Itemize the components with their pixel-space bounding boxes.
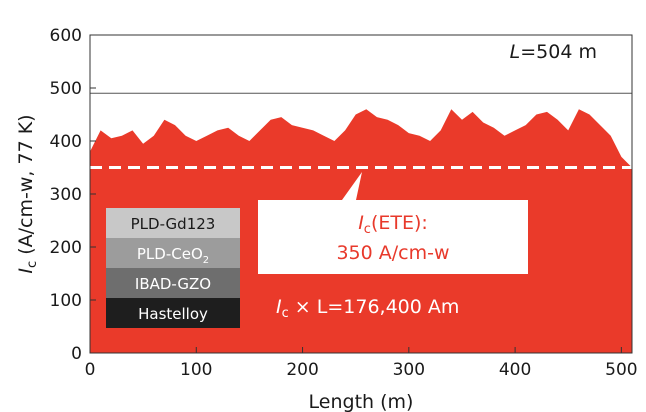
ete-callout-box (258, 172, 528, 274)
x-axis-ticks: 0 100 200 300 400 500 (85, 347, 638, 380)
y-tick-label: 300 (50, 185, 82, 205)
y-axis-title: Ic (A/cm-w, 77 K) (15, 114, 40, 273)
y-tick-label: 500 (50, 79, 82, 99)
length-label: L=504 m (510, 41, 597, 63)
layer-block (106, 268, 240, 298)
y-tick-label: 0 (71, 344, 82, 364)
layer-label: Hastelloy (138, 305, 208, 323)
y-axis-ticks: 0 100 200 300 400 500 600 (50, 26, 96, 364)
x-axis-title: Length (m) (309, 391, 414, 412)
x-tick-label: 500 (605, 360, 637, 380)
x-tick-label: 0 (85, 360, 96, 380)
product-label: Ic × L=176,400 Am (276, 296, 459, 321)
x-tick-label: 200 (286, 360, 318, 380)
y-tick-label: 200 (50, 238, 82, 258)
layer-label: PLD-Gd123 (131, 215, 216, 233)
x-tick-label: 100 (180, 360, 212, 380)
ete-label-line1: Ic(ETE): (358, 212, 428, 237)
ete-label-line2: 350 A/cm-w (336, 242, 449, 264)
layer-stack: PLD-Gd123 PLD-CeO2 IBAD-GZO Hastelloy (106, 208, 240, 328)
y-tick-label: 100 (50, 291, 82, 311)
y-tick-label: 400 (50, 132, 82, 152)
layer-block (106, 298, 240, 328)
layer-block (106, 208, 240, 238)
layer-block (106, 238, 240, 268)
x-tick-label: 300 (393, 360, 425, 380)
layer-label: PLD-CeO2 (137, 245, 209, 266)
x-tick-label: 400 (499, 360, 531, 380)
layer-label: IBAD-GZO (135, 275, 211, 293)
y-tick-label: 600 (50, 26, 82, 46)
